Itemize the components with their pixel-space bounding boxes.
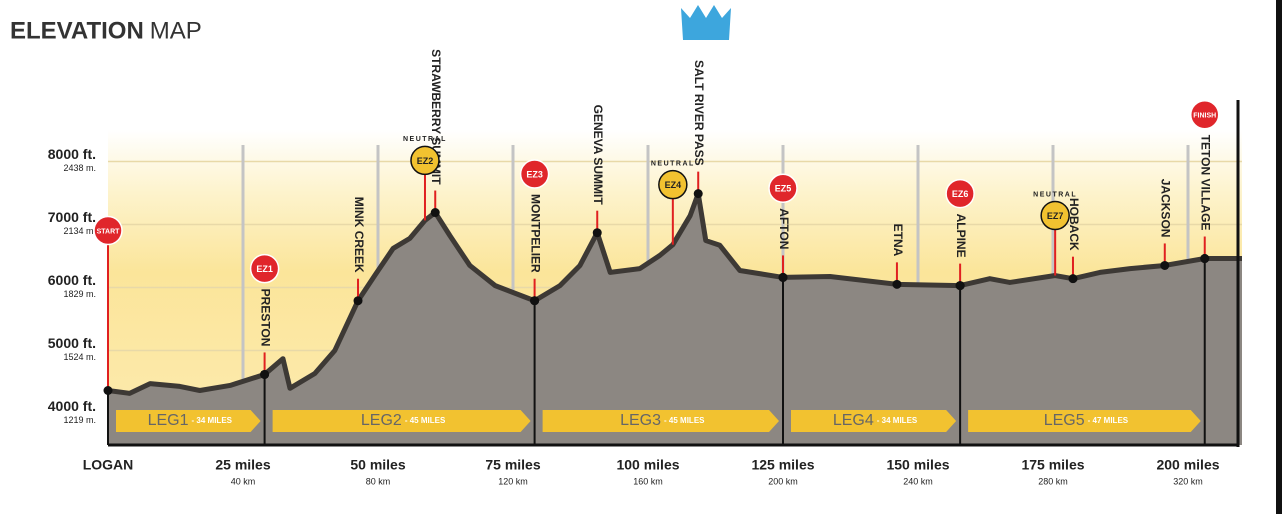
leg-distance: - 34 MILES (877, 416, 918, 425)
exchange-badge (768, 173, 798, 204)
exchange-dot (260, 369, 270, 379)
place-dot (693, 189, 703, 199)
place-label: ETNA (891, 224, 905, 257)
x-tick-label: LOGAN (83, 457, 134, 473)
x-tick-label: 200 miles (1156, 457, 1219, 473)
exchange-label: FINISH (1193, 113, 1216, 120)
exchange-label: EZ4 (665, 180, 682, 190)
y-tick-sublabel: 2134 m. (63, 226, 96, 236)
y-tick-label: 8000 ft. (48, 146, 96, 162)
y-tick-label: 6000 ft. (48, 272, 96, 288)
x-tick-label: 125 miles (751, 457, 814, 473)
exchange-badge (519, 159, 550, 189)
place-label: SALT RIVER PASS (692, 60, 706, 166)
exchange-badge (410, 145, 440, 176)
exchange-label: START (97, 228, 121, 235)
neutral-label: NEUTRAL (651, 161, 695, 168)
place-label: ALPINE (954, 214, 968, 258)
x-tick-sublabel: 40 km (231, 476, 256, 486)
area-fill (108, 193, 1242, 445)
x-tick-label: 100 miles (616, 457, 679, 473)
place-dot (353, 296, 363, 306)
leg-name: LEG4 (833, 412, 874, 429)
exchange-badge (1189, 99, 1220, 130)
x-tick-label: 50 miles (350, 457, 405, 473)
exchange-badge (93, 215, 123, 246)
leg-arrow (272, 410, 531, 432)
exchange-badge (1040, 200, 1070, 231)
x-tick-label: 25 miles (215, 457, 270, 473)
leg-arrow (542, 410, 779, 432)
place-label: PRESTON (258, 289, 272, 347)
x-tick-label: 150 miles (886, 457, 949, 473)
exchange-badge (249, 253, 280, 284)
x-tick-sublabel: 280 km (1038, 476, 1068, 486)
chart-title-suffix: MAP (150, 17, 202, 44)
exchange-dot (1200, 254, 1210, 264)
leg-arrow (116, 410, 261, 432)
neutral-label: NEUTRAL (403, 136, 447, 143)
place-label: HOBACK (1067, 198, 1081, 251)
place-label: TETON VILLAGE (1199, 135, 1213, 231)
x-tick-sublabel: 240 km (903, 476, 933, 486)
chart-title: ELEVATION (10, 17, 144, 44)
exchange-dot (955, 281, 965, 291)
place-dot (1068, 274, 1078, 284)
place-dot (430, 208, 440, 218)
exchange-dot (103, 386, 113, 396)
leg-arrow (968, 410, 1201, 432)
leg-name: LEG5 (1044, 412, 1085, 429)
place-dot (592, 228, 602, 238)
exchange-label: EZ5 (775, 184, 792, 194)
leg-name: LEG1 (148, 412, 189, 429)
x-tick-sublabel: 80 km (366, 476, 391, 486)
leg-name: LEG2 (361, 412, 402, 429)
y-tick-label: 7000 ft. (48, 209, 96, 225)
place-label: AFTON (777, 208, 791, 249)
exchange-dot (778, 272, 788, 282)
y-tick-sublabel: 1524 m. (63, 352, 96, 362)
exchange-badge (945, 178, 975, 209)
x-tick-label: 175 miles (1021, 457, 1084, 473)
place-dot (892, 279, 902, 289)
place-label: GENEVA SUMMIT (591, 105, 605, 206)
x-tick-sublabel: 200 km (768, 476, 798, 486)
x-tick-sublabel: 160 km (633, 476, 663, 486)
place-dot (1160, 260, 1170, 270)
neutral-label: NEUTRAL (1033, 191, 1077, 198)
y-tick-sublabel: 1829 m. (63, 289, 96, 299)
edge-bar (1276, 0, 1282, 514)
x-tick-label: 75 miles (485, 457, 540, 473)
leg-distance: - 45 MILES (664, 416, 705, 425)
y-tick-sublabel: 2438 m. (63, 163, 96, 173)
exchange-label: EZ1 (256, 264, 273, 274)
exchange-badge (658, 169, 688, 200)
exchange-label: EZ7 (1047, 211, 1064, 221)
y-tick-sublabel: 1219 m. (63, 415, 96, 425)
leg-name: LEG3 (620, 412, 661, 429)
logo-crown (681, 5, 731, 40)
place-label: MINK CREEK (352, 197, 366, 273)
y-tick-label: 4000 ft. (48, 398, 96, 414)
profile-line (107, 191, 1242, 396)
exchange-label: EZ2 (417, 156, 434, 166)
exchange-label: EZ6 (952, 189, 969, 199)
x-tick-sublabel: 120 km (498, 476, 528, 486)
x-tick-sublabel: 320 km (1173, 476, 1203, 486)
y-tick-label: 5000 ft. (48, 335, 96, 351)
place-label: JACKSON (1159, 179, 1173, 238)
place-label: MONTPELIER (528, 194, 542, 273)
exchange-dot (530, 296, 540, 306)
leg-distance: - 47 MILES (1088, 416, 1129, 425)
leg-distance: - 34 MILES (192, 416, 233, 425)
exchange-label: EZ3 (526, 169, 543, 179)
leg-distance: - 45 MILES (405, 416, 446, 425)
leg-arrow (791, 410, 957, 432)
